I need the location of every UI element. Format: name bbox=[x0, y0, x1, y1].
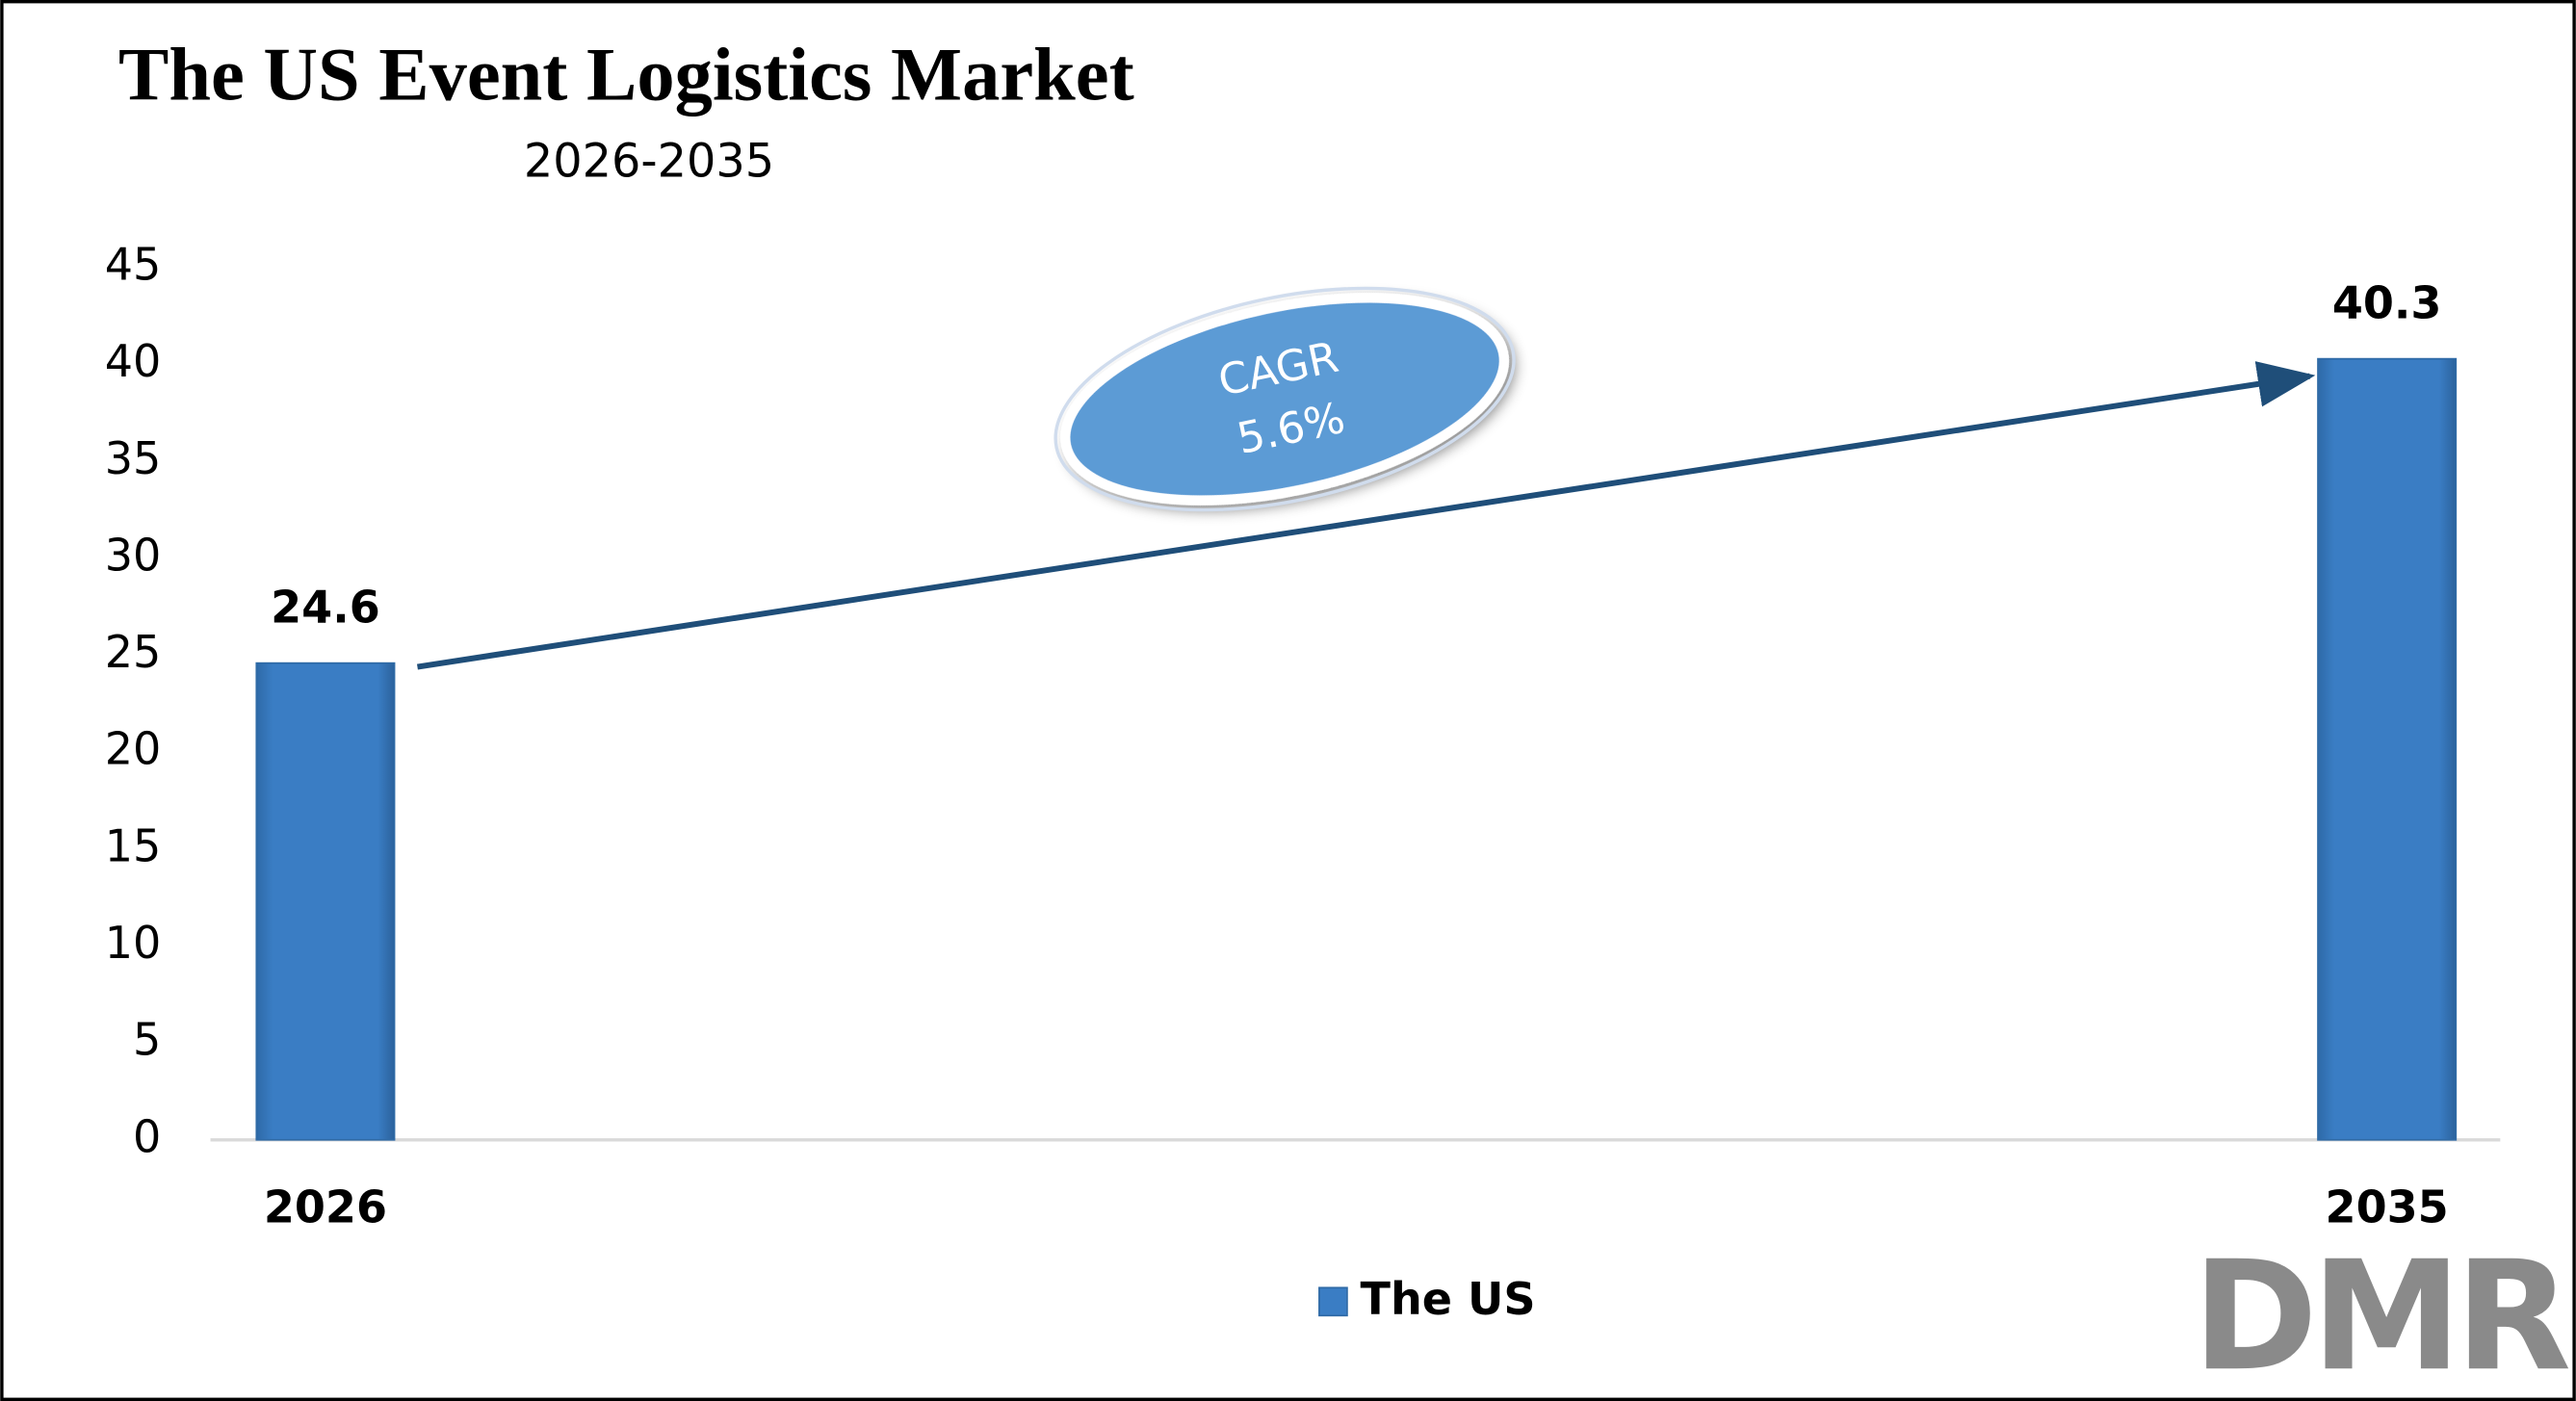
legend-swatch bbox=[1318, 1286, 1348, 1317]
bar bbox=[255, 662, 396, 1141]
chart-title: The US Event Logistics Market bbox=[118, 32, 1134, 116]
y-tick-label: 5 bbox=[133, 1014, 161, 1066]
y-tick-label: 40 bbox=[105, 335, 162, 387]
y-tick-label: 35 bbox=[105, 432, 162, 484]
y-tick-label: 25 bbox=[105, 626, 162, 678]
y-tick-label: 45 bbox=[105, 239, 162, 291]
value-label: 40.3 bbox=[2332, 277, 2442, 329]
y-tick-label: 10 bbox=[105, 917, 162, 969]
cagr-ellipse bbox=[1060, 293, 1509, 506]
y-tick-label: 15 bbox=[105, 819, 162, 871]
y-tick-label: 0 bbox=[133, 1110, 161, 1162]
cagr-ring bbox=[1054, 286, 1516, 512]
y-tick-label: 30 bbox=[105, 529, 162, 581]
x-tick-label: 2035 bbox=[2326, 1181, 2449, 1233]
legend-label: The US bbox=[1361, 1273, 1536, 1325]
bar bbox=[2317, 357, 2458, 1141]
value-label: 24.6 bbox=[271, 582, 380, 634]
y-tick-label: 20 bbox=[105, 723, 162, 775]
chart-subtitle: 2026-2035 bbox=[524, 136, 774, 189]
logo: DMR bbox=[2193, 1229, 2569, 1401]
cagr-badge: CAGR 5.6% bbox=[1054, 286, 1516, 512]
cagr-arrow bbox=[417, 361, 2316, 670]
x-tick-label: 2026 bbox=[264, 1181, 387, 1233]
